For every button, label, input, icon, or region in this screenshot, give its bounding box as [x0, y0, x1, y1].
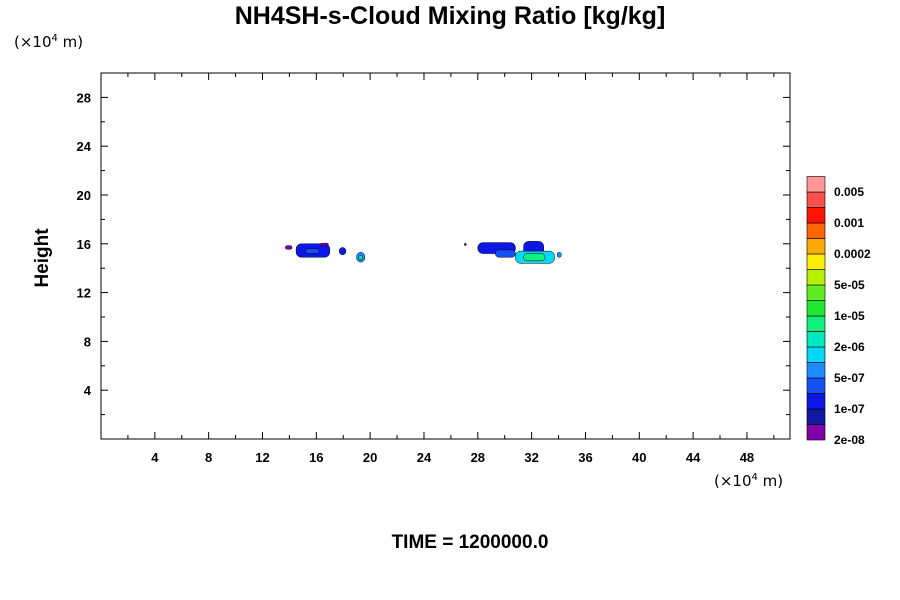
time-label: TIME = 1200000.0	[391, 532, 549, 553]
y-tick-label: 20	[77, 188, 91, 203]
colorbar-swatch	[806, 331, 826, 348]
cloud-region	[464, 242, 467, 246]
colorbar-swatch	[806, 408, 826, 425]
colorbar: 0.005 0.001 0.0002 5e-05 1e-05 2e-06 5e-07 1e-0…	[806, 176, 871, 447]
x-tick-label: 36	[578, 450, 592, 465]
y-tick-label: 4	[84, 383, 92, 398]
x-tick-label: 48	[740, 450, 754, 465]
x-tick-label: 24	[417, 450, 432, 465]
y-axis-unit: (×104 m)	[14, 33, 84, 51]
x-tick-label: 20	[363, 450, 377, 465]
cloud-region	[523, 253, 546, 262]
cloud-region	[320, 242, 329, 246]
colorbar-swatch	[806, 315, 826, 332]
colorbar-swatch	[806, 377, 826, 394]
cloud-region	[305, 248, 320, 254]
colorbar-label: 5e-05	[834, 278, 865, 292]
x-tick-label: 4	[151, 450, 159, 465]
x-tick-label: 44	[686, 450, 701, 465]
x-tick-label: 32	[524, 450, 538, 465]
x-tick-label: 28	[471, 450, 485, 465]
colorbar-swatch	[806, 191, 826, 208]
colorbar-swatch	[806, 362, 826, 379]
cloud-region	[338, 247, 347, 256]
cloud-region	[495, 249, 516, 258]
y-tick-label: 28	[77, 90, 91, 105]
cloud-region	[556, 252, 562, 258]
y-tick-label: 12	[77, 286, 91, 301]
y-tick-label: 16	[77, 237, 91, 252]
colorbar-swatch	[806, 284, 826, 301]
colorbar-label: 0.0002	[834, 247, 871, 261]
chart-title: NH4SH-s-Cloud Mixing Ratio [kg/kg]	[234, 2, 666, 30]
colorbar-label: 5e-07	[834, 371, 865, 385]
colorbar-label: 0.005	[834, 185, 864, 199]
colorbar-swatch	[806, 300, 826, 317]
cloud-region	[285, 245, 293, 250]
colorbar-swatch	[806, 253, 826, 270]
x-tick-label: 40	[632, 450, 646, 465]
colorbar-label: 2e-06	[834, 340, 865, 354]
colorbar-swatch	[806, 222, 826, 239]
x-tick-label: 16	[309, 450, 323, 465]
x-tick-label: 8	[205, 450, 212, 465]
plot-area	[285, 241, 562, 264]
colorbar-swatch	[806, 207, 826, 224]
x-axis-unit: (×104 m)	[714, 472, 784, 490]
y-tick-label: 24	[77, 139, 92, 154]
colorbar-label: 1e-07	[834, 402, 865, 416]
colorbar-label: 1e-05	[834, 309, 865, 323]
plot-frame	[100, 72, 791, 440]
colorbar-swatch	[806, 176, 826, 193]
y-tick-label: 8	[84, 334, 91, 349]
colorbar-swatch	[806, 238, 826, 255]
cloud-region	[358, 255, 363, 260]
colorbar-swatch	[806, 346, 826, 363]
colorbar-label: 2e-08	[834, 433, 865, 447]
colorbar-swatch	[806, 269, 826, 286]
colorbar-swatch	[806, 424, 826, 441]
colorbar-swatch	[806, 393, 826, 410]
x-tick-label: 12	[255, 450, 269, 465]
colorbar-label: 0.001	[834, 216, 864, 230]
